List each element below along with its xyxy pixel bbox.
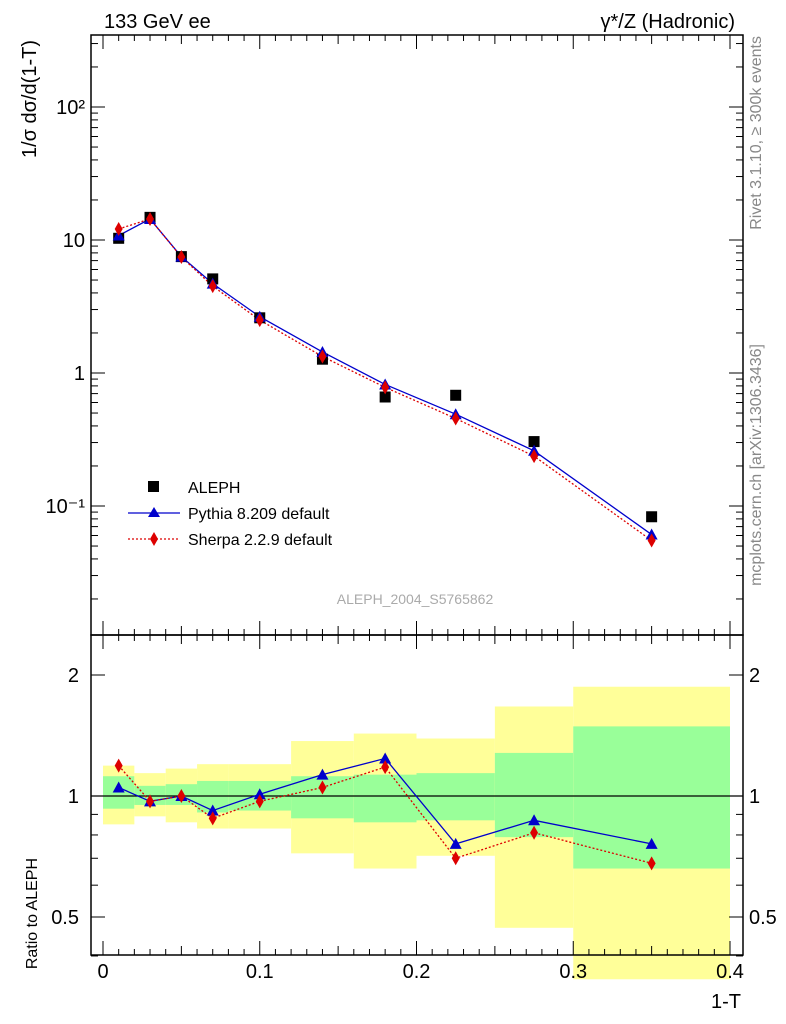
header-left: 133 GeV ee bbox=[104, 11, 211, 33]
sherpa-ratio-point bbox=[647, 856, 656, 871]
main-y-tick-label: 10⁻¹ bbox=[46, 496, 86, 518]
aleph-data-point bbox=[646, 511, 658, 523]
ratio-y-tick-label-left: 1 bbox=[68, 786, 79, 808]
legend-aleph-marker bbox=[148, 481, 159, 492]
pythia-ratio-point bbox=[253, 788, 266, 800]
legend: ALEPH Pythia 8.209 default Sherpa 2.2.9 … bbox=[128, 480, 333, 549]
legend-sherpa-label: Sherpa 2.2.9 default bbox=[188, 532, 333, 549]
sherpa-ratio-point bbox=[208, 811, 217, 826]
legend-pythia-marker bbox=[148, 507, 160, 517]
x-tick-label: 0.2 bbox=[403, 961, 431, 983]
x-tick-label: 0.4 bbox=[716, 961, 744, 983]
pythia-ratio-point bbox=[645, 837, 658, 849]
band-inner-bin bbox=[353, 774, 417, 823]
main-y-tick-label: 10 bbox=[63, 230, 85, 252]
x-axis-title: 1-T bbox=[711, 991, 741, 1013]
pythia-ratio-point bbox=[206, 804, 219, 816]
aleph-data-point bbox=[379, 391, 391, 403]
pythia-ratio-point bbox=[379, 752, 392, 764]
mcplots-label: mcplots.cern.ch [arXiv:1306.3436] bbox=[748, 344, 765, 586]
sherpa-ratio-point bbox=[381, 760, 390, 775]
sherpa-point bbox=[647, 533, 656, 548]
sherpa-ratio-point bbox=[451, 851, 460, 866]
sherpa-point bbox=[381, 380, 390, 395]
main-y-tick-label: 1 bbox=[74, 363, 85, 385]
ratio-y-tick-label-right: 2 bbox=[749, 665, 760, 687]
ratio-y-tick-label-left: 0.5 bbox=[51, 907, 79, 929]
legend-aleph-label: ALEPH bbox=[188, 480, 240, 497]
pythia-ratio-point bbox=[112, 781, 125, 793]
legend-pythia-label: Pythia 8.209 default bbox=[188, 506, 330, 523]
aleph-data-point bbox=[528, 436, 540, 448]
sherpa-point bbox=[146, 211, 155, 226]
sherpa-line bbox=[118, 218, 653, 542]
pythia-ratio-point bbox=[449, 837, 462, 849]
sherpa-ratio-point bbox=[255, 794, 264, 809]
sherpa-point bbox=[177, 250, 186, 265]
x-tick-label: 0.1 bbox=[246, 961, 274, 983]
ratio-y-tick-label-right: 1 bbox=[749, 786, 760, 808]
pythia-ratio-point bbox=[528, 814, 541, 826]
analysis-watermark: ALEPH_2004_S5765862 bbox=[337, 591, 494, 607]
ratio-y-tick-label-left: 2 bbox=[68, 665, 79, 687]
sherpa-ratio-point bbox=[146, 794, 155, 809]
pythia-ratio-point bbox=[316, 768, 329, 780]
sherpa-point bbox=[451, 411, 460, 426]
main-y-axis-title: 1/σ dσ/d(1-T) bbox=[19, 40, 41, 158]
x-tick-label: 0 bbox=[97, 961, 108, 983]
band-inner-bin bbox=[416, 773, 495, 821]
sherpa-point bbox=[530, 449, 539, 464]
ratio-y-tick-label-right: 0.5 bbox=[749, 907, 777, 929]
sherpa-ratio-point bbox=[177, 789, 186, 803]
sherpa-ratio-point bbox=[318, 780, 327, 795]
sherpa-point bbox=[318, 349, 327, 364]
header-right: γ*/Z (Hadronic) bbox=[601, 11, 735, 33]
main-y-tick-label: 10² bbox=[56, 97, 85, 119]
sherpa-ratio-point bbox=[530, 825, 539, 840]
ratio-y-axis-title: Ratio to ALEPH bbox=[24, 858, 41, 969]
x-tick-label: 0.3 bbox=[559, 961, 587, 983]
sherpa-point bbox=[255, 313, 264, 328]
sherpa-point bbox=[114, 221, 123, 236]
aleph-data-point bbox=[450, 389, 462, 401]
rivet-label: Rivet 3.1.10, ≥ 300k events bbox=[748, 36, 765, 230]
legend-sherpa-marker bbox=[150, 532, 158, 546]
pythia-ratio-line bbox=[118, 757, 652, 845]
sherpa-point bbox=[208, 279, 217, 294]
sherpa-ratio-point bbox=[114, 758, 123, 773]
